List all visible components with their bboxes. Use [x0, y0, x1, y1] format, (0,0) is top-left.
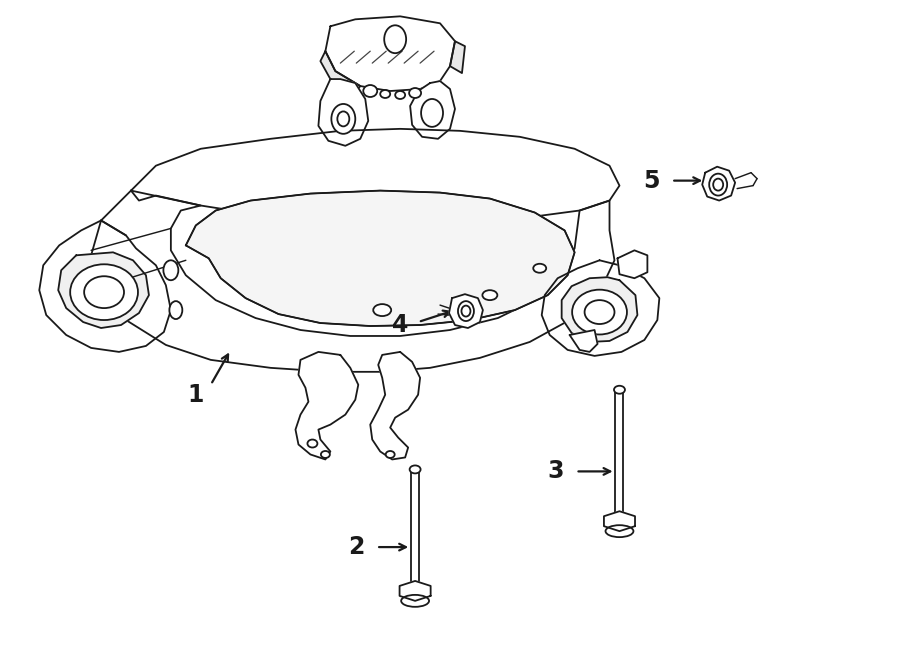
Ellipse shape: [364, 85, 377, 97]
Polygon shape: [58, 253, 148, 328]
Text: 4: 4: [392, 313, 409, 337]
Polygon shape: [131, 129, 619, 225]
Ellipse shape: [606, 525, 634, 537]
Ellipse shape: [338, 112, 349, 126]
Polygon shape: [542, 260, 660, 356]
Ellipse shape: [614, 386, 625, 394]
Polygon shape: [449, 294, 483, 328]
Ellipse shape: [533, 264, 546, 273]
Ellipse shape: [380, 90, 391, 98]
Ellipse shape: [164, 260, 178, 280]
Ellipse shape: [70, 264, 138, 320]
Polygon shape: [370, 352, 420, 459]
Ellipse shape: [713, 178, 724, 190]
Polygon shape: [450, 41, 465, 73]
Ellipse shape: [482, 290, 498, 300]
Ellipse shape: [709, 174, 727, 196]
Ellipse shape: [331, 104, 356, 134]
Polygon shape: [320, 51, 360, 93]
Ellipse shape: [410, 465, 420, 473]
Ellipse shape: [401, 595, 429, 607]
Text: 5: 5: [644, 169, 660, 192]
Ellipse shape: [395, 91, 405, 99]
Text: 2: 2: [348, 535, 364, 559]
Polygon shape: [616, 390, 624, 514]
Polygon shape: [702, 167, 735, 200]
Polygon shape: [570, 330, 598, 352]
Polygon shape: [40, 221, 171, 352]
Ellipse shape: [462, 305, 471, 317]
Polygon shape: [326, 17, 455, 91]
Ellipse shape: [308, 440, 318, 447]
Polygon shape: [562, 277, 637, 342]
Polygon shape: [617, 251, 647, 278]
Ellipse shape: [321, 451, 330, 458]
Polygon shape: [411, 469, 419, 584]
Ellipse shape: [169, 301, 183, 319]
Polygon shape: [410, 81, 455, 139]
Ellipse shape: [585, 300, 615, 324]
Polygon shape: [319, 79, 368, 146]
Ellipse shape: [386, 451, 395, 458]
Ellipse shape: [84, 276, 124, 308]
Text: 3: 3: [547, 459, 564, 483]
Polygon shape: [604, 511, 635, 531]
Ellipse shape: [410, 88, 421, 98]
Ellipse shape: [384, 25, 406, 53]
Polygon shape: [400, 581, 430, 601]
Polygon shape: [185, 190, 574, 326]
Text: 1: 1: [187, 383, 204, 407]
Ellipse shape: [458, 301, 474, 321]
Ellipse shape: [374, 304, 392, 316]
Polygon shape: [295, 352, 358, 459]
Ellipse shape: [421, 99, 443, 127]
Polygon shape: [91, 190, 615, 372]
Ellipse shape: [572, 290, 627, 334]
